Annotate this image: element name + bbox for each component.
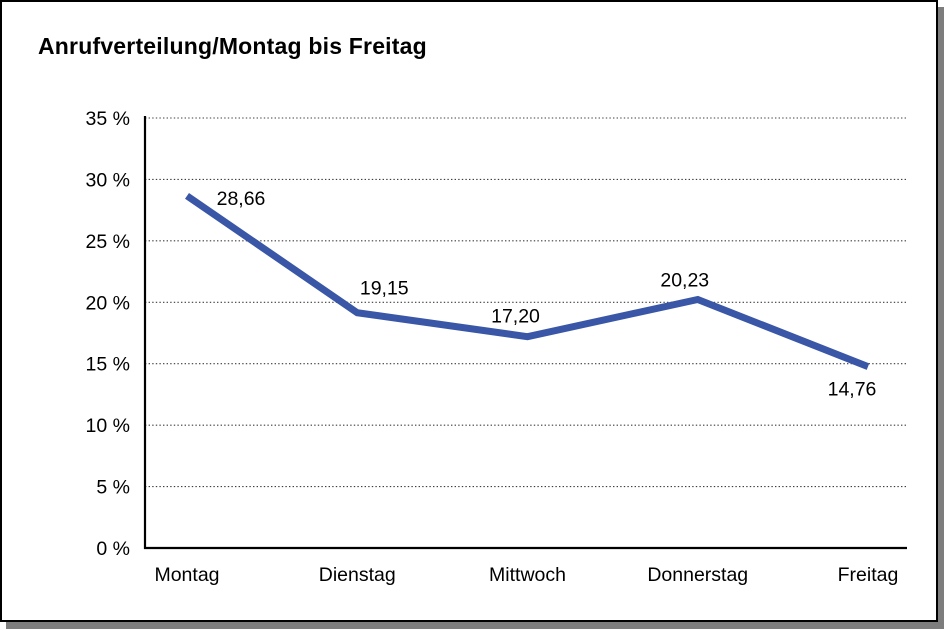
data-point-label: 17,20 (491, 306, 540, 328)
x-tick-label: Donnerstag (647, 564, 748, 586)
y-tick-label: 5 % (96, 477, 130, 499)
data-line (185, 193, 870, 370)
y-tick-label: 35 % (86, 108, 130, 130)
y-tick-label: 15 % (86, 354, 130, 376)
chart-title: Anrufverteilung/Montag bis Freitag (38, 33, 427, 59)
data-point-label: 19,15 (360, 278, 409, 300)
data-point-label: 14,76 (828, 379, 877, 401)
chart-frame (0, 0, 938, 622)
y-tick-label: 10 % (86, 415, 130, 437)
y-tick-label: 25 % (86, 231, 130, 253)
y-tick-label: 20 % (86, 292, 130, 314)
x-tick-label: Freitag (838, 564, 899, 586)
y-tick-label: 0 % (96, 538, 130, 560)
x-tick-label: Mittwoch (489, 564, 566, 586)
y-tick-label: 30 % (86, 169, 130, 191)
x-tick-label: Dienstag (319, 564, 396, 586)
data-point-label: 20,23 (660, 269, 709, 291)
data-point-label: 28,66 (217, 188, 266, 210)
x-tick-label: Montag (154, 564, 219, 586)
